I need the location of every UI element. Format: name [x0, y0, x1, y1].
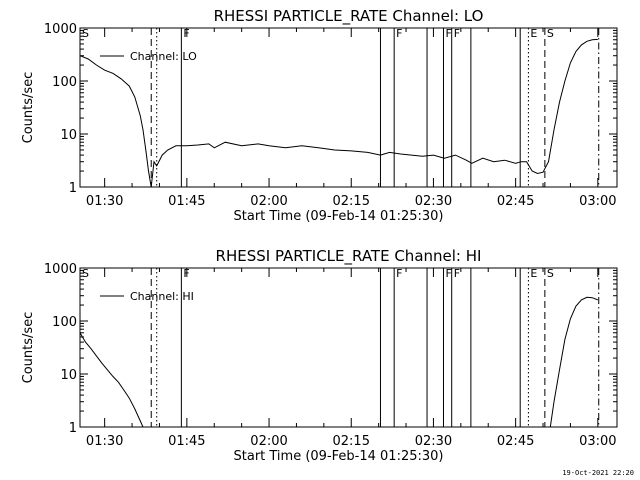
series-line-1 — [79, 296, 598, 428]
y-tick-label: 100 — [52, 75, 77, 90]
y-axis-label: Counts/sec — [21, 72, 36, 144]
series-line-1 — [79, 38, 598, 188]
event-marker-label: F — [396, 267, 402, 280]
y-tick-label: 10 — [60, 128, 77, 143]
chart-panel-1: RHESSI PARTICLE_RATE Channel: LO 1 10 100 10… — [21, 7, 618, 224]
x-tick-label: 03:00 — [579, 434, 616, 449]
event-marker-label: F — [183, 267, 189, 280]
chart-title: RHESSI PARTICLE_RATE Channel: HI — [216, 247, 482, 266]
x-axis-label: Start Time (09-Feb-14 01:25:30) — [234, 209, 444, 224]
plot-frame — [79, 267, 618, 428]
x-tick-label: 02:15 — [333, 194, 370, 209]
legend-label: Channel: HI — [130, 290, 194, 303]
x-axis-label: Start Time (09-Feb-14 01:25:30) — [234, 449, 444, 464]
event-marker-label: F — [454, 267, 460, 280]
y-tick-label: 1 — [69, 421, 77, 436]
chart-title: RHESSI PARTICLE_RATE Channel: LO — [214, 7, 484, 26]
legend-label: Channel: LO — [130, 50, 197, 63]
chart-panel-2: RHESSI PARTICLE_RATE Channel: HI 1 10 100 10… — [21, 247, 618, 464]
plot-frame — [79, 27, 618, 188]
x-tick-label: 03:00 — [579, 194, 616, 209]
x-tick-label: 01:30 — [86, 194, 123, 209]
event-marker-label: F — [183, 27, 189, 40]
x-tick-label: 02:30 — [415, 194, 452, 209]
event-marker-label: S — [82, 27, 89, 40]
y-tick-label: 1000 — [44, 22, 77, 37]
event-marker-label: S — [547, 267, 554, 280]
x-tick-label: 02:00 — [250, 434, 287, 449]
y-tick-label: 1000 — [44, 262, 77, 277]
x-tick-label: 02:00 — [250, 194, 287, 209]
event-marker-label: E — [530, 27, 537, 40]
event-marker-label: S — [547, 27, 554, 40]
x-tick-label: 02:30 — [415, 434, 452, 449]
x-tick-label: 02:15 — [333, 434, 370, 449]
y-tick-label: 10 — [60, 368, 77, 383]
y-tick-label: 100 — [52, 315, 77, 330]
x-tick-label: 02:45 — [497, 434, 534, 449]
x-tick-label: 02:45 — [497, 194, 534, 209]
event-marker-label: S — [82, 267, 89, 280]
event-marker-label: F — [445, 267, 451, 280]
x-tick-label: 01:45 — [168, 194, 205, 209]
x-tick-label: 01:30 — [86, 434, 123, 449]
x-tick-label: 01:45 — [168, 434, 205, 449]
event-marker-label: E — [530, 267, 537, 280]
footer-timestamp: 19-Oct-2021 22:20 — [562, 469, 634, 477]
y-tick-label: 1 — [69, 181, 77, 196]
event-marker-label: F — [396, 27, 402, 40]
event-marker-label: F — [445, 27, 451, 40]
y-axis-label: Counts/sec — [21, 312, 36, 384]
event-marker-label: F — [454, 27, 460, 40]
